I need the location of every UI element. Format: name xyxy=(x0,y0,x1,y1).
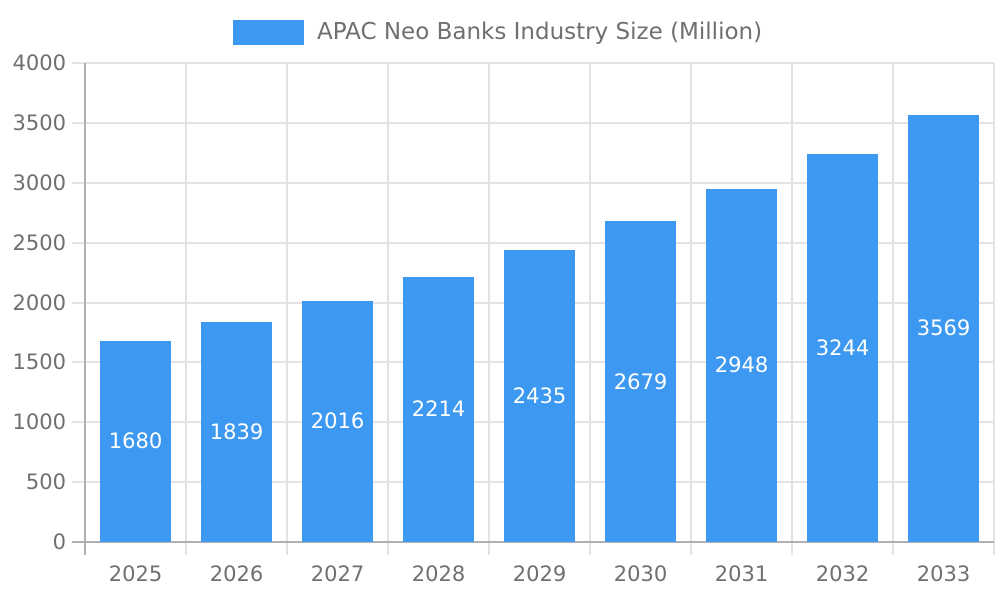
gridline-horizontal xyxy=(85,62,994,64)
bar[interactable] xyxy=(706,188,777,542)
gridline-vertical xyxy=(690,63,692,555)
y-axis-tick xyxy=(72,481,85,484)
y-tick-label: 1500 xyxy=(12,350,66,375)
gridline-vertical xyxy=(488,63,490,555)
bar[interactable] xyxy=(908,114,979,542)
gridline-vertical xyxy=(791,63,793,555)
y-tick-label: 2500 xyxy=(12,230,66,255)
y-tick-label: 3500 xyxy=(12,110,66,135)
bar[interactable] xyxy=(302,300,373,542)
x-tick-label: 2033 xyxy=(916,562,971,586)
y-tick-label: 2000 xyxy=(12,290,66,315)
y-axis-tick xyxy=(72,181,85,184)
bar[interactable] xyxy=(605,221,676,542)
y-tick-label: 1000 xyxy=(12,410,66,435)
x-tick-label: 2030 xyxy=(613,562,668,586)
gridline-horizontal xyxy=(85,181,994,184)
y-tick-label: 3000 xyxy=(12,170,66,195)
y-axis-tick xyxy=(72,241,85,244)
bar[interactable] xyxy=(403,276,474,542)
bar-value-label: 2435 xyxy=(512,384,567,409)
gridline-vertical xyxy=(185,63,187,555)
x-tick-label: 2029 xyxy=(512,562,567,586)
x-tick-label: 2032 xyxy=(815,562,870,586)
gridline-vertical xyxy=(286,63,288,555)
bar-value-label: 1680 xyxy=(108,429,163,454)
gridline-horizontal xyxy=(85,121,994,124)
x-tick-label: 2028 xyxy=(411,562,466,586)
legend-label: APAC Neo Banks Industry Size (Million) xyxy=(317,19,763,45)
y-tick-label: 500 xyxy=(25,470,66,495)
y-tick-label: 4000 xyxy=(12,51,66,75)
bar-value-label: 2679 xyxy=(613,369,668,394)
y-axis-tick xyxy=(72,301,85,304)
bar[interactable] xyxy=(504,250,575,542)
x-tick-label: 2031 xyxy=(714,562,769,586)
bar-value-label: 1839 xyxy=(209,419,264,444)
y-axis-tick xyxy=(72,361,85,364)
bar-value-label: 2214 xyxy=(411,397,466,422)
y-axis-tick xyxy=(72,121,85,124)
bar-value-label: 2948 xyxy=(714,353,769,378)
bar-value-label: 3244 xyxy=(815,335,870,360)
x-tick-label: 2027 xyxy=(310,562,365,586)
legend[interactable]: APAC Neo Banks Industry Size (Million) xyxy=(233,19,762,45)
gridline-vertical xyxy=(892,63,894,555)
gridline-horizontal xyxy=(85,241,994,244)
y-axis-tick xyxy=(72,62,85,64)
bar-value-label: 3569 xyxy=(916,316,971,341)
y-axis-tick xyxy=(72,421,85,424)
legend-swatch xyxy=(233,19,304,45)
x-axis-line xyxy=(72,541,994,543)
x-tick-label: 2026 xyxy=(209,562,264,586)
gridline-vertical xyxy=(387,63,389,555)
x-tick-label: 2025 xyxy=(108,562,163,586)
bar[interactable] xyxy=(100,340,171,542)
gridline-vertical xyxy=(589,63,591,555)
bar[interactable] xyxy=(807,153,878,542)
gridline-vertical xyxy=(993,63,995,555)
bar-value-label: 2016 xyxy=(310,409,365,434)
bar[interactable] xyxy=(201,321,272,542)
y-axis-line xyxy=(84,63,86,555)
y-tick-label: 0 xyxy=(52,530,66,554)
